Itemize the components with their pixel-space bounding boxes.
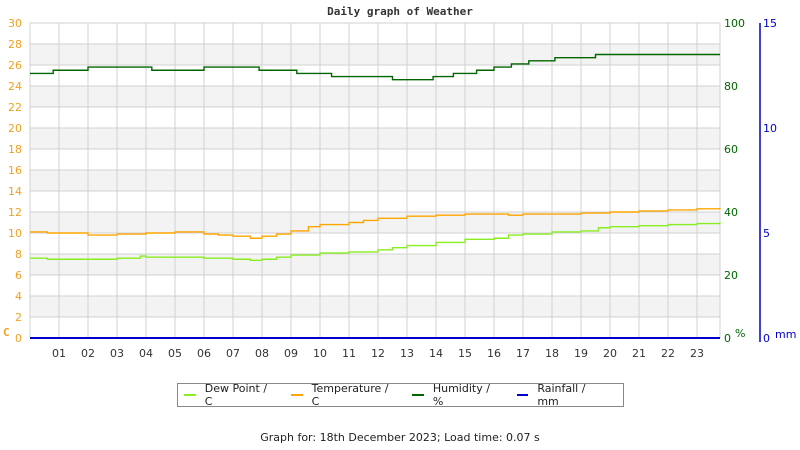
svg-text:22: 22 — [8, 101, 22, 114]
svg-text:23: 23 — [690, 347, 704, 360]
svg-text:5: 5 — [763, 227, 770, 240]
svg-text:15: 15 — [763, 17, 777, 30]
legend-item-dew-point: Dew Point / C — [184, 382, 277, 408]
svg-text:6: 6 — [15, 269, 22, 282]
svg-text:16: 16 — [487, 347, 501, 360]
svg-text:19: 19 — [574, 347, 588, 360]
rainfall-swatch-icon — [516, 394, 529, 396]
svg-text:15: 15 — [458, 347, 472, 360]
svg-text:12: 12 — [8, 206, 22, 219]
svg-text:0: 0 — [724, 332, 731, 345]
svg-text:20: 20 — [724, 269, 738, 282]
svg-text:02: 02 — [81, 347, 95, 360]
dew-point-swatch-icon — [184, 394, 196, 396]
svg-text:01: 01 — [52, 347, 66, 360]
svg-text:8: 8 — [15, 248, 22, 261]
svg-text:%: % — [735, 327, 745, 340]
svg-text:07: 07 — [226, 347, 240, 360]
graph-footer: Graph for: 18th December 2023; Load time… — [260, 431, 540, 444]
svg-text:12: 12 — [371, 347, 385, 360]
background-bands — [30, 23, 720, 338]
legend-item-rainfall: Rainfall / mm — [516, 382, 609, 408]
svg-text:21: 21 — [632, 347, 646, 360]
svg-text:09: 09 — [284, 347, 298, 360]
svg-text:04: 04 — [139, 347, 153, 360]
svg-text:30: 30 — [8, 17, 22, 30]
legend-label: Dew Point / C — [204, 382, 268, 408]
chart-title: Daily graph of Weather — [327, 5, 473, 18]
svg-text:0: 0 — [15, 332, 22, 345]
svg-text:16: 16 — [8, 164, 22, 177]
svg-text:18: 18 — [545, 347, 559, 360]
data-series — [30, 53, 721, 339]
chart-legend: Dew Point / C Temperature / C Humidity /… — [177, 382, 624, 408]
svg-text:17: 17 — [516, 347, 530, 360]
legend-item-temperature: Temperature / C — [290, 382, 398, 408]
hour-axis-ticks: 01 02 03 04 05 06 07 08 09 10 11 12 13 14 15 16 17 18 19 20… — [52, 347, 704, 360]
svg-text:20: 20 — [603, 347, 617, 360]
svg-text:100: 100 — [724, 17, 745, 30]
svg-text:11: 11 — [342, 347, 356, 360]
svg-text:03: 03 — [110, 347, 124, 360]
svg-text:20: 20 — [8, 122, 22, 135]
svg-text:26: 26 — [8, 59, 22, 72]
temperature-swatch-icon — [290, 394, 303, 396]
svg-text:10: 10 — [8, 227, 22, 240]
svg-text:4: 4 — [15, 290, 22, 303]
svg-text:40: 40 — [724, 206, 738, 219]
svg-text:05: 05 — [168, 347, 182, 360]
humidity-swatch-icon — [412, 394, 424, 396]
legend-item-humidity: Humidity / % — [412, 382, 502, 408]
svg-text:60: 60 — [724, 143, 738, 156]
legend-label: Temperature / C — [311, 382, 389, 408]
svg-text:24: 24 — [8, 80, 22, 93]
svg-text:06: 06 — [197, 347, 211, 360]
svg-text:10: 10 — [313, 347, 327, 360]
svg-text:C: C — [3, 326, 10, 339]
svg-text:22: 22 — [661, 347, 675, 360]
gridlines — [29, 22, 721, 339]
svg-text:08: 08 — [255, 347, 269, 360]
svg-text:13: 13 — [400, 347, 414, 360]
svg-text:0: 0 — [763, 332, 770, 345]
svg-text:14: 14 — [429, 347, 443, 360]
svg-text:2: 2 — [15, 311, 22, 324]
rainfall-axis: 0 5 10 15 mm — [759, 17, 796, 345]
svg-text:14: 14 — [8, 185, 22, 198]
svg-text:10: 10 — [763, 122, 777, 135]
svg-text:18: 18 — [8, 143, 22, 156]
legend-label: Rainfall / mm — [537, 382, 586, 408]
legend-label: Humidity / % — [432, 382, 490, 408]
humidity-axis-ticks: 0 20 40 60 80 100% — [724, 17, 745, 345]
svg-text:80: 80 — [724, 80, 738, 93]
svg-text:mm: mm — [775, 328, 796, 341]
svg-text:28: 28 — [8, 38, 22, 51]
